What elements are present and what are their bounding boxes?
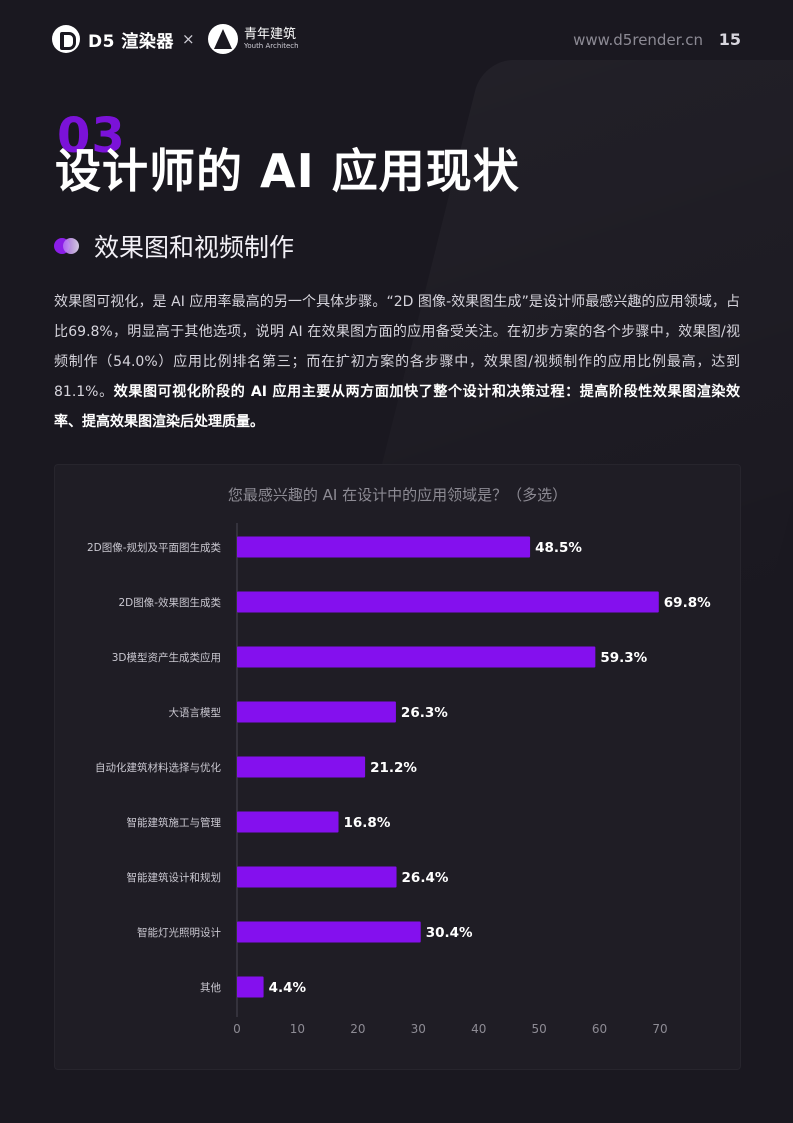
data-label: 26.4%: [402, 870, 449, 886]
page-header: D5 渲染器 × 青年建筑 Youth Architech www.d5rend…: [52, 22, 741, 58]
x-tick-label: 70: [652, 1022, 667, 1036]
x-tick-label: 60: [592, 1022, 607, 1036]
category-label: 3D模型资产生成类应用: [112, 651, 221, 664]
section-subtitle: 效果图和视频制作: [94, 233, 295, 262]
bar: [237, 701, 396, 723]
bar-chart: 2D图像-规划及平面图生成类 48.5% 2D图像-效果图生成类 69.8% 3D模型资…: [87, 523, 711, 1036]
category-label: 智能灯光照明设计: [137, 926, 221, 939]
bar: [237, 536, 531, 558]
category-label: 大语言模型: [169, 706, 222, 719]
x-tick-label: 20: [350, 1022, 365, 1036]
bar: [237, 976, 264, 998]
x-tick-label: 40: [471, 1022, 486, 1036]
x-tick-label: 30: [411, 1022, 426, 1036]
category-label: 智能建筑施工与管理: [127, 816, 222, 829]
bar: [237, 866, 397, 888]
bullet-circles-icon: [54, 236, 84, 256]
data-label: 16.8%: [344, 815, 391, 831]
section-number: 03: [57, 108, 126, 164]
body-paragraph-plain: 效果图可视化，是 AI 应用率最高的另一个具体步骤。“2D 图像-效果图生成”是…: [54, 294, 740, 400]
data-label: 48.5%: [535, 540, 582, 556]
x-tick-label: 0: [233, 1022, 241, 1036]
youth-architech-logo: 青年建筑 Youth Architech: [208, 24, 299, 54]
category-label: 智能建筑设计和规划: [127, 871, 222, 884]
bar: [237, 756, 366, 778]
category-label: 2D图像-规划及平面图生成类: [87, 541, 222, 554]
d5-logo-icon: [52, 25, 80, 53]
bar: [237, 646, 596, 668]
x-tick-label: 50: [532, 1022, 547, 1036]
category-label: 2D图像-效果图生成类: [118, 596, 221, 609]
body-paragraph: 效果图可视化，是 AI 应用率最高的另一个具体步骤。“2D 图像-效果图生成”是…: [54, 287, 740, 437]
page-title: 设计师的 AI 应用现状: [55, 144, 520, 198]
data-label: 21.2%: [370, 760, 417, 776]
data-label: 26.3%: [401, 705, 448, 721]
partner-name-en: Youth Architech: [244, 42, 299, 50]
partner-name-cn: 青年建筑: [244, 27, 297, 42]
data-label: 69.8%: [664, 595, 711, 611]
bar: [237, 921, 421, 943]
chart-title: 您最感兴趣的 AI 在设计中的应用领域是？（多选）: [227, 486, 568, 504]
d5-logo: D5 渲染器: [52, 25, 174, 53]
data-label: 4.4%: [269, 980, 307, 996]
youth-architech-logo-icon: [208, 24, 238, 54]
collab-times-sign: ×: [182, 30, 195, 48]
category-label: 其他: [200, 981, 221, 994]
website-url[interactable]: www.d5render.cn: [573, 31, 703, 49]
data-label: 59.3%: [600, 650, 647, 666]
d5-logo-text: D5 渲染器: [88, 31, 174, 52]
chart-card: 您最感兴趣的 AI 在设计中的应用领域是？（多选） 2D图像-规划及平面图生成类…: [54, 464, 741, 1070]
bar: [237, 591, 659, 613]
category-label: 自动化建筑材料选择与优化: [95, 761, 221, 774]
page-number: 15: [718, 30, 741, 49]
data-label: 30.4%: [426, 925, 473, 941]
body-paragraph-bold: 效果图可视化阶段的 AI 应用主要从两方面加快了整个设计和决策过程：提高阶段性效…: [54, 384, 740, 430]
x-tick-label: 10: [290, 1022, 305, 1036]
bar: [237, 811, 339, 833]
subtitle-block: 效果图和视频制作: [54, 228, 294, 264]
